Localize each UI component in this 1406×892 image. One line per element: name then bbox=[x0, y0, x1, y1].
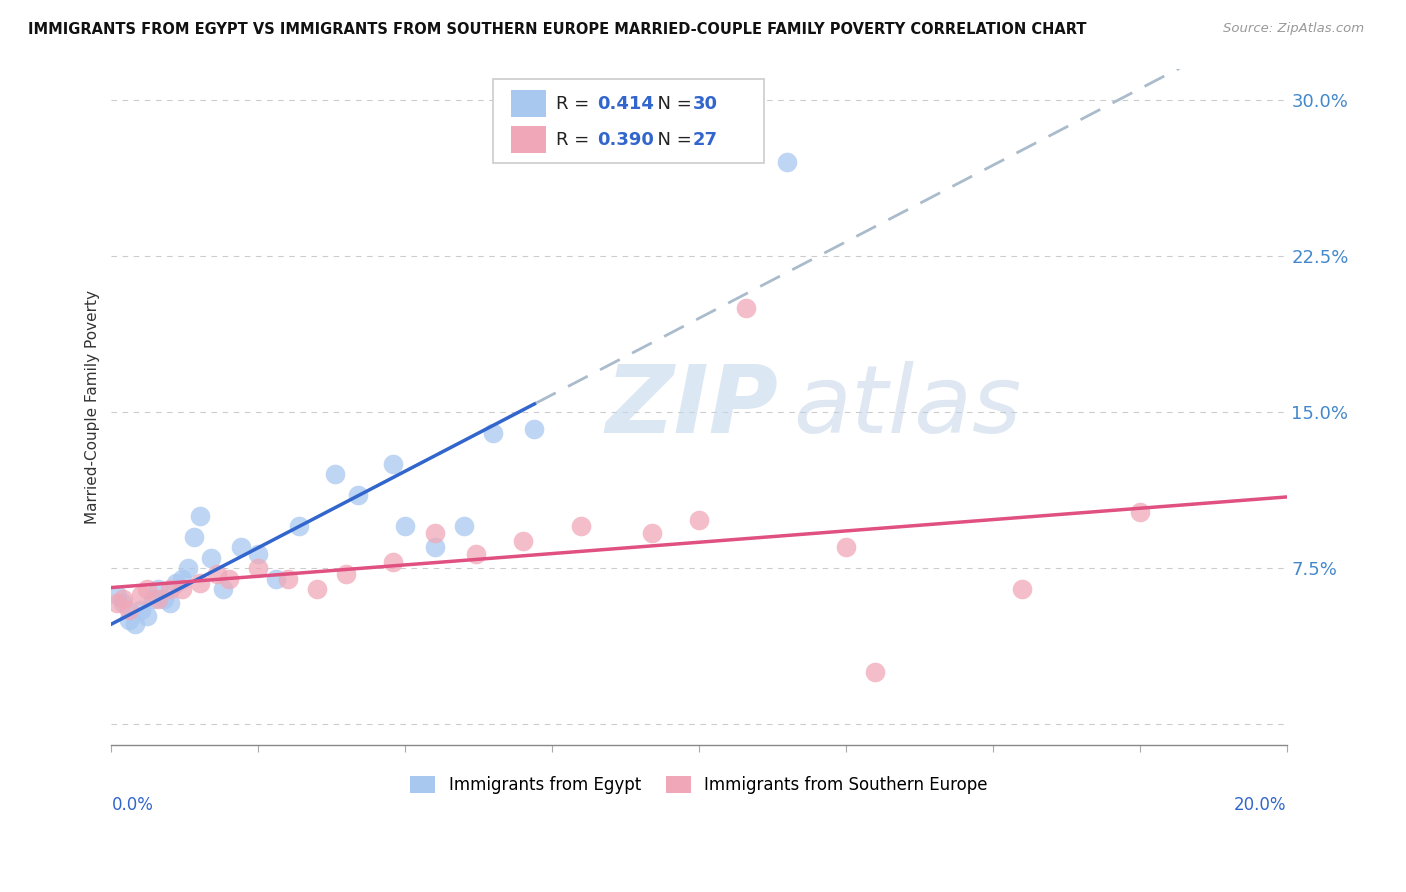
Point bbox=[688, 513, 710, 527]
Point bbox=[148, 582, 170, 596]
Point bbox=[124, 617, 146, 632]
FancyBboxPatch shape bbox=[494, 78, 763, 163]
Point bbox=[159, 582, 181, 596]
Point bbox=[835, 541, 858, 555]
Point bbox=[200, 550, 222, 565]
Point bbox=[105, 588, 128, 602]
Point bbox=[218, 572, 240, 586]
Point bbox=[323, 467, 346, 482]
Point bbox=[188, 509, 211, 524]
Point bbox=[170, 582, 193, 596]
Point bbox=[183, 530, 205, 544]
Point bbox=[335, 567, 357, 582]
Text: 20.0%: 20.0% bbox=[1234, 796, 1286, 814]
Point bbox=[776, 155, 799, 169]
Text: ZIP: ZIP bbox=[605, 360, 778, 453]
Point bbox=[105, 597, 128, 611]
Point bbox=[347, 488, 370, 502]
Point bbox=[135, 582, 157, 596]
Point bbox=[482, 425, 505, 440]
Point bbox=[382, 457, 405, 471]
Point bbox=[464, 547, 486, 561]
Point bbox=[288, 519, 311, 533]
Point bbox=[512, 534, 534, 549]
Text: N =: N = bbox=[647, 130, 697, 149]
Point bbox=[165, 575, 187, 590]
Point bbox=[177, 561, 200, 575]
Point bbox=[641, 525, 664, 540]
Point bbox=[170, 572, 193, 586]
Point bbox=[141, 592, 163, 607]
Text: Source: ZipAtlas.com: Source: ZipAtlas.com bbox=[1223, 22, 1364, 36]
Y-axis label: Married-Couple Family Poverty: Married-Couple Family Poverty bbox=[86, 290, 100, 524]
Point bbox=[129, 603, 152, 617]
Point bbox=[212, 582, 235, 596]
Point bbox=[423, 525, 446, 540]
Point bbox=[394, 519, 416, 533]
Point bbox=[865, 665, 887, 680]
Point bbox=[453, 519, 475, 533]
Point bbox=[247, 547, 270, 561]
Point bbox=[382, 555, 405, 569]
Point bbox=[188, 575, 211, 590]
Text: atlas: atlas bbox=[793, 361, 1021, 452]
Text: N =: N = bbox=[647, 95, 697, 112]
Point bbox=[1011, 582, 1033, 596]
Point bbox=[129, 588, 152, 602]
Point bbox=[159, 597, 181, 611]
Point bbox=[307, 582, 329, 596]
Text: IMMIGRANTS FROM EGYPT VS IMMIGRANTS FROM SOUTHERN EUROPE MARRIED-COUPLE FAMILY P: IMMIGRANTS FROM EGYPT VS IMMIGRANTS FROM… bbox=[28, 22, 1087, 37]
Text: 30: 30 bbox=[693, 95, 718, 112]
Point bbox=[264, 572, 287, 586]
Text: R =: R = bbox=[555, 95, 595, 112]
Text: 27: 27 bbox=[693, 130, 718, 149]
Point bbox=[247, 561, 270, 575]
Text: 0.390: 0.390 bbox=[596, 130, 654, 149]
Point bbox=[118, 613, 141, 627]
Point bbox=[205, 567, 228, 582]
Text: R =: R = bbox=[555, 130, 595, 149]
Text: 0.0%: 0.0% bbox=[111, 796, 153, 814]
Legend: Immigrants from Egypt, Immigrants from Southern Europe: Immigrants from Egypt, Immigrants from S… bbox=[404, 770, 994, 801]
Point bbox=[112, 597, 135, 611]
Point bbox=[229, 541, 252, 555]
Point bbox=[148, 592, 170, 607]
Point bbox=[118, 603, 141, 617]
Point bbox=[112, 592, 135, 607]
Point bbox=[277, 572, 299, 586]
Point bbox=[423, 541, 446, 555]
Point bbox=[735, 301, 758, 315]
Point bbox=[1129, 505, 1152, 519]
Text: 0.414: 0.414 bbox=[596, 95, 654, 112]
Point bbox=[571, 519, 593, 533]
Bar bbox=[510, 126, 546, 153]
Point bbox=[135, 609, 157, 624]
Point bbox=[153, 592, 176, 607]
Bar bbox=[510, 90, 546, 117]
Point bbox=[523, 422, 546, 436]
